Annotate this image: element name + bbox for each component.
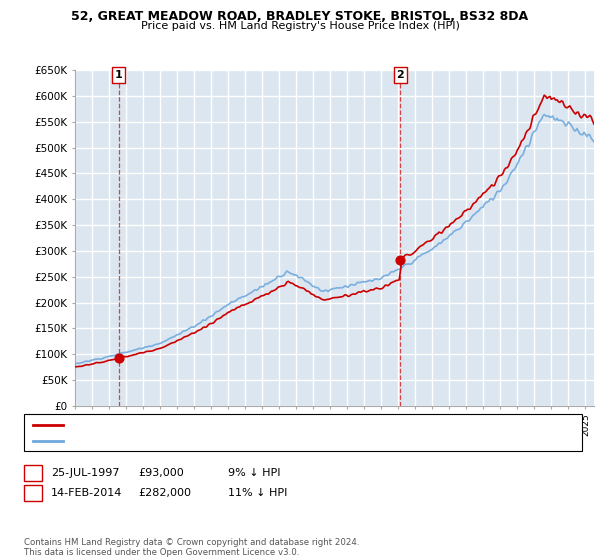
Text: 2: 2 bbox=[397, 70, 404, 80]
Text: 11% ↓ HPI: 11% ↓ HPI bbox=[228, 488, 287, 498]
Point bbox=[395, 256, 405, 265]
Text: 1: 1 bbox=[29, 468, 37, 478]
Text: 25-JUL-1997: 25-JUL-1997 bbox=[51, 468, 119, 478]
Point bbox=[114, 353, 124, 362]
Text: £93,000: £93,000 bbox=[138, 468, 184, 478]
Text: HPI: Average price, detached house, South Gloucestershire: HPI: Average price, detached house, Sout… bbox=[69, 436, 364, 446]
Text: £282,000: £282,000 bbox=[138, 488, 191, 498]
Text: 14-FEB-2014: 14-FEB-2014 bbox=[51, 488, 122, 498]
Text: 9% ↓ HPI: 9% ↓ HPI bbox=[228, 468, 281, 478]
Text: 1: 1 bbox=[115, 70, 122, 80]
Text: 2: 2 bbox=[29, 488, 37, 498]
Text: 52, GREAT MEADOW ROAD, BRADLEY STOKE, BRISTOL, BS32 8DA (detached house): 52, GREAT MEADOW ROAD, BRADLEY STOKE, BR… bbox=[69, 419, 487, 430]
Text: Price paid vs. HM Land Registry's House Price Index (HPI): Price paid vs. HM Land Registry's House … bbox=[140, 21, 460, 31]
Text: 52, GREAT MEADOW ROAD, BRADLEY STOKE, BRISTOL, BS32 8DA: 52, GREAT MEADOW ROAD, BRADLEY STOKE, BR… bbox=[71, 10, 529, 23]
Text: Contains HM Land Registry data © Crown copyright and database right 2024.
This d: Contains HM Land Registry data © Crown c… bbox=[24, 538, 359, 557]
